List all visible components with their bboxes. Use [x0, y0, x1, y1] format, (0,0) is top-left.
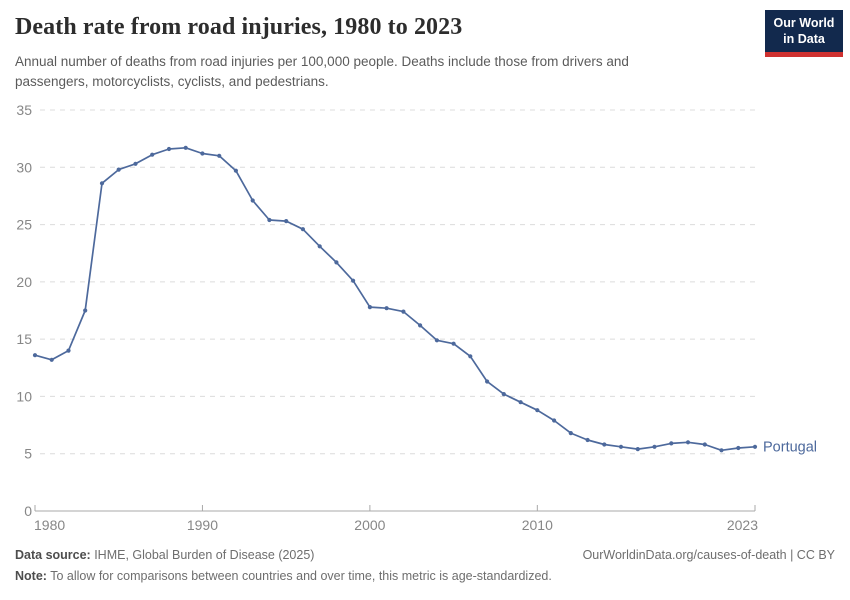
data-point — [166, 146, 172, 152]
x-tick-label: 2010 — [522, 517, 553, 533]
data-point — [300, 227, 305, 232]
y-tick-label: 20 — [16, 274, 32, 290]
data-point — [669, 441, 674, 446]
data-point — [49, 357, 54, 362]
data-point — [434, 338, 439, 343]
entity-label-portugal[interactable]: Portugal — [763, 439, 817, 455]
series-line-portugal — [34, 146, 756, 452]
data-point — [685, 440, 691, 445]
x-axis-labels: 1980 1990 2000 2010 2023 — [34, 517, 758, 533]
x-axis — [34, 505, 756, 512]
series-points — [32, 145, 758, 453]
y-axis-labels: 0 5 10 15 20 25 30 35 — [16, 102, 32, 519]
data-source-label: Data source: — [15, 548, 91, 562]
owid-logo-line1: Our World — [773, 16, 835, 30]
data-point — [702, 442, 707, 447]
data-point — [719, 448, 724, 453]
note-text: To allow for comparisons between countri… — [46, 569, 552, 584]
data-point — [552, 418, 557, 423]
data-point — [736, 445, 741, 451]
chart-subtitle: Annual number of deaths from road injuri… — [15, 54, 629, 89]
y-tick-label: 5 — [24, 446, 32, 462]
data-point — [618, 444, 624, 449]
data-point — [334, 260, 339, 265]
y-tick-label: 15 — [16, 331, 32, 347]
data-point — [585, 437, 590, 443]
data-point — [485, 379, 490, 384]
data-point — [200, 151, 205, 156]
data-point — [83, 308, 88, 313]
chart-footer: Data source: IHME, Global Burden of Dise… — [15, 545, 835, 588]
data-source-line: Data source: IHME, Global Burden of Dise… — [15, 545, 314, 566]
data-point — [183, 145, 188, 150]
y-gridlines — [40, 109, 756, 455]
data-point — [150, 152, 155, 157]
y-tick-label: 0 — [24, 503, 32, 519]
data-point — [635, 447, 640, 452]
data-point — [284, 219, 289, 224]
data-point — [267, 217, 272, 223]
data-point — [233, 168, 238, 173]
data-point — [652, 444, 657, 449]
data-point — [250, 198, 255, 203]
data-point — [468, 354, 473, 359]
owid-logo-red-bar — [765, 52, 843, 58]
data-source-text: IHME, Global Burden of Disease (2025) — [90, 548, 315, 562]
data-point — [568, 431, 573, 436]
data-point — [367, 305, 372, 310]
data-point — [317, 244, 322, 249]
data-point — [66, 348, 71, 353]
data-point — [602, 442, 607, 447]
data-point — [418, 323, 423, 328]
owid-logo-box: Our World in Data — [765, 10, 843, 53]
x-tick-label: 2000 — [354, 517, 385, 533]
note-line: Note: To allow for comparisons between c… — [15, 569, 552, 583]
data-point — [752, 444, 758, 449]
data-point — [451, 341, 456, 346]
owid-logo[interactable]: Our World in Data — [765, 10, 843, 58]
data-point — [133, 161, 138, 166]
x-tick-label: 1990 — [187, 517, 218, 533]
y-tick-label: 30 — [16, 159, 32, 175]
x-tick-label: 2023 — [727, 517, 758, 533]
data-point — [32, 353, 38, 358]
data-point — [518, 400, 523, 405]
y-tick-label: 10 — [16, 388, 32, 404]
data-point — [351, 278, 356, 283]
data-point — [501, 392, 506, 397]
data-point — [401, 309, 406, 314]
note-label: Note: — [15, 569, 47, 584]
y-tick-label: 35 — [16, 102, 32, 118]
data-point — [384, 306, 389, 311]
y-tick-label: 25 — [16, 217, 32, 233]
data-point — [535, 408, 540, 413]
credit-link[interactable]: OurWorldinData.org/causes-of-death | CC … — [582, 548, 835, 562]
x-tick-label: 1980 — [34, 517, 65, 533]
data-point — [116, 167, 121, 172]
owid-logo-line2: in Data — [783, 31, 825, 46]
page-title: Death rate from road injuries, 1980 to 2… — [15, 14, 463, 40]
data-point — [99, 181, 105, 186]
data-point — [217, 153, 222, 158]
